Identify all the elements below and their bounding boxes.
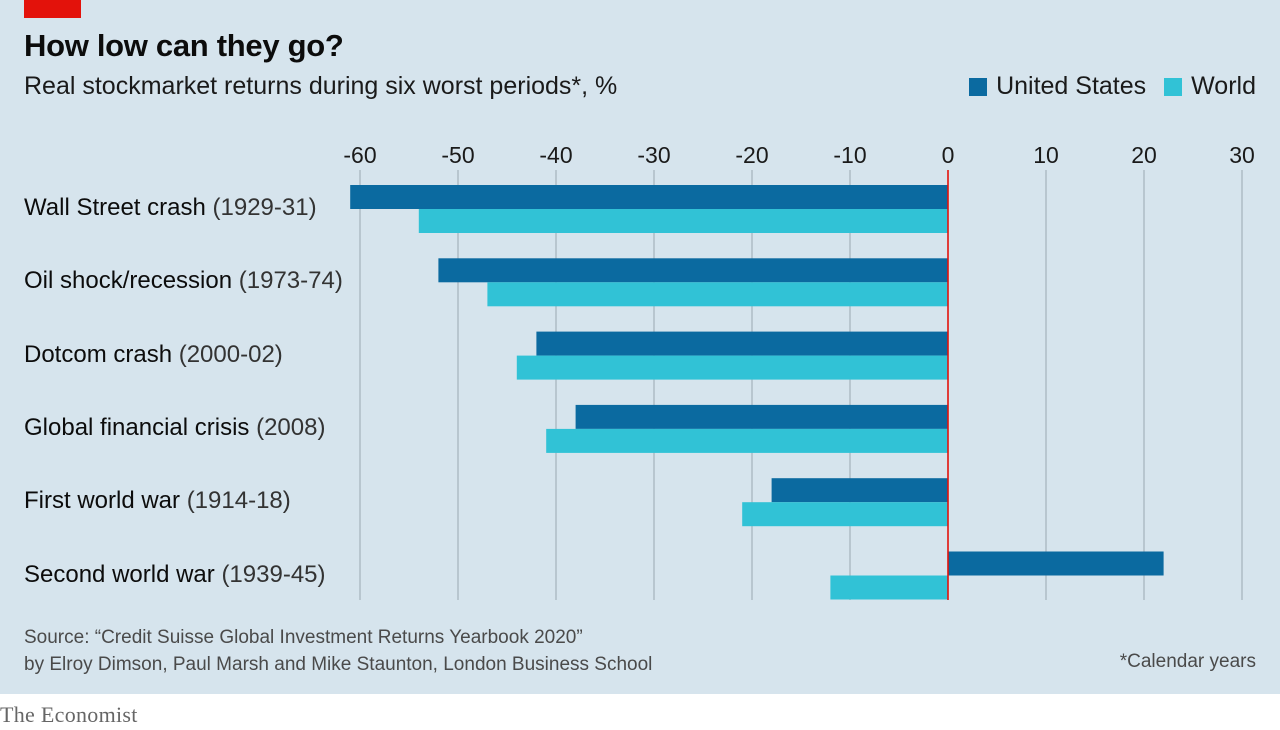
x-tick-label: -30 <box>637 142 670 168</box>
bar-world <box>516 355 948 380</box>
x-tick-label: 20 <box>1131 142 1157 168</box>
footnote: *Calendar years <box>1119 651 1256 672</box>
legend-label-us: United States <box>996 72 1147 100</box>
legend-label-world: World <box>1191 72 1256 100</box>
category-years: (1929-31) <box>212 194 317 221</box>
category-name: Wall Street crash <box>24 194 213 221</box>
x-tick-label: 0 <box>942 142 955 168</box>
category-years: (2000-02) <box>178 340 283 368</box>
bar-us <box>575 404 948 429</box>
bar-us <box>438 258 948 283</box>
bar-us <box>948 551 1164 576</box>
category-name: Oil shock/recession <box>24 267 239 295</box>
brand-red-tag <box>24 0 81 18</box>
category-years: (2008) <box>256 413 326 441</box>
bar-world <box>487 282 948 307</box>
legend-swatch-world <box>1164 77 1183 96</box>
category-label: Global financial crisis (2008) <box>24 414 325 442</box>
x-tick-label: -50 <box>441 142 474 168</box>
category-name: Dotcom crash <box>24 340 179 368</box>
chart-title: How low can they go? <box>24 28 344 63</box>
chart-subtitle: Real stockmarket returns during six wors… <box>24 72 618 100</box>
source-line-1: Source: “Credit Suisse Global Investment… <box>24 627 583 648</box>
bar-world <box>546 428 948 453</box>
legend-item-world: World <box>1164 72 1256 101</box>
bar-world <box>830 575 948 600</box>
bar-world <box>742 502 948 527</box>
category-name: Second world war <box>24 560 222 588</box>
x-tick-label: -10 <box>833 142 866 168</box>
source-note: Source: “Credit Suisse Global Investment… <box>24 624 652 678</box>
category-years: (1973-74) <box>238 267 343 295</box>
x-tick-label: 30 <box>1229 142 1255 168</box>
category-label: Wall Street crash (1929-31) <box>24 194 317 222</box>
bar-us <box>771 478 948 503</box>
category-years: (1939-45) <box>221 560 326 588</box>
bar-us <box>350 185 948 209</box>
category-label: Dotcom crash (2000-02) <box>24 341 283 369</box>
category-label: Oil shock/recession (1973-74) <box>24 267 343 295</box>
bar-us <box>536 331 948 356</box>
legend: United States World <box>969 72 1256 101</box>
x-tick-label: 10 <box>1033 142 1059 168</box>
x-tick-label: -40 <box>539 142 572 168</box>
brand-name: The Economist <box>0 702 138 727</box>
legend-swatch-us <box>969 77 988 96</box>
category-name: First world war <box>24 487 187 515</box>
category-label: Second world war (1939-45) <box>24 561 326 589</box>
category-name: Global financial crisis <box>24 413 257 441</box>
x-tick-label: -20 <box>735 142 768 168</box>
bar-chart: -60 -50 -40 -30 -20 -10 0 10 20 30 <box>343 142 1255 600</box>
category-label: First world war (1914-18) <box>24 487 291 515</box>
category-years: (1914-18) <box>186 487 291 515</box>
source-line-2: by Elroy Dimson, Paul Marsh and Mike Sta… <box>24 654 653 675</box>
x-tick-label: -60 <box>343 142 376 168</box>
legend-item-us: United States <box>969 72 1146 101</box>
bar-world <box>418 209 948 233</box>
